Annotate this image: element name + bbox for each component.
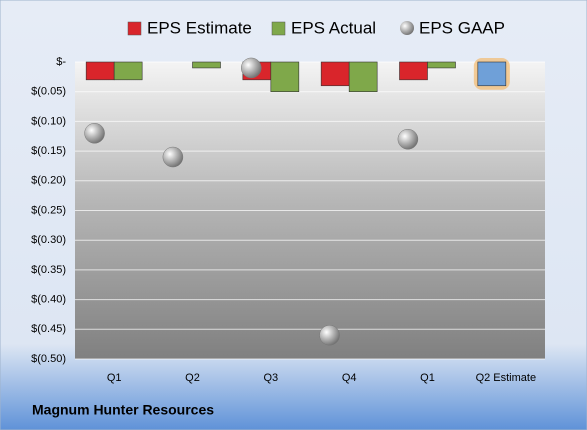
y-tick-label: $(0.25) bbox=[31, 204, 66, 216]
y-tick-label: $- bbox=[56, 56, 66, 68]
footer: Magnum Hunter Resources bbox=[32, 402, 214, 418]
bar bbox=[85, 61, 115, 81]
y-tick-label: $(0.50) bbox=[31, 353, 66, 365]
x-tick-label: Q2 Estimate bbox=[476, 372, 537, 384]
legend-label: EPS Actual bbox=[291, 18, 376, 37]
y-tick-label: $(0.15) bbox=[31, 145, 66, 157]
y-tick-label: $(0.05) bbox=[31, 86, 66, 98]
bar bbox=[270, 61, 300, 93]
x-tick-label: Q2 bbox=[185, 372, 200, 384]
legend-marker bbox=[271, 21, 286, 36]
y-tick-label: $(0.10) bbox=[31, 115, 66, 127]
y-tick-label: $(0.20) bbox=[31, 175, 66, 187]
bar bbox=[427, 61, 456, 69]
bar bbox=[113, 61, 143, 81]
bar bbox=[348, 61, 378, 93]
y-tick-label: $(0.30) bbox=[31, 234, 66, 246]
y-tick-label: $(0.40) bbox=[31, 294, 66, 306]
gaap-point bbox=[319, 324, 340, 346]
legend-marker bbox=[400, 21, 414, 35]
x-tick-label: Q4 bbox=[342, 372, 357, 384]
bar bbox=[192, 61, 221, 69]
gaap-point bbox=[397, 128, 419, 150]
legend-label: EPS GAAP bbox=[419, 18, 505, 37]
x-tick-label: Q1 bbox=[107, 372, 122, 384]
bar bbox=[320, 61, 350, 87]
gaap-point bbox=[240, 57, 262, 79]
gaap-point bbox=[162, 146, 184, 168]
y-tick-label: $(0.35) bbox=[31, 264, 66, 276]
gaap-point bbox=[84, 123, 105, 144]
y-tick-label: $(0.45) bbox=[31, 323, 66, 335]
legend-marker bbox=[127, 21, 142, 36]
x-tick-label: Q3 bbox=[263, 372, 278, 384]
bar bbox=[399, 61, 428, 81]
legend-label: EPS Estimate bbox=[147, 18, 252, 37]
bar bbox=[477, 61, 507, 87]
x-tick-label: Q1 bbox=[420, 372, 435, 384]
